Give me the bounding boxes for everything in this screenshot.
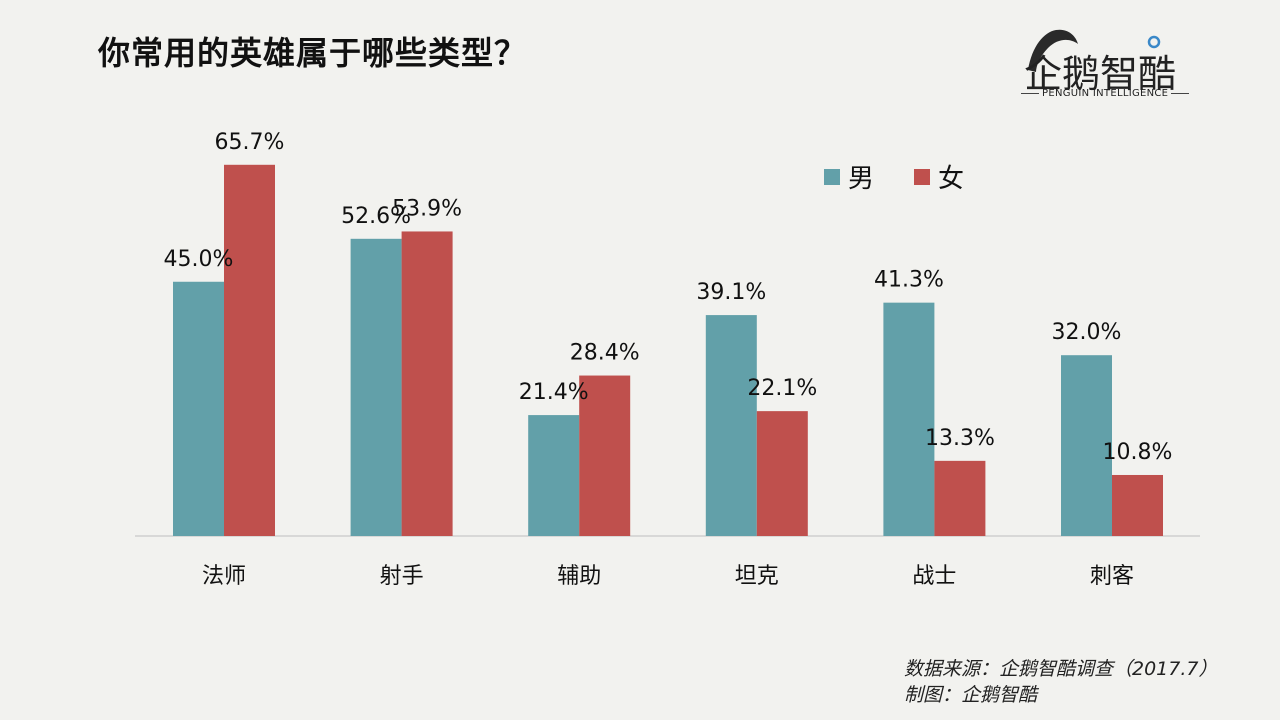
bar-female-3 <box>756 411 808 536</box>
bar-female-2 <box>579 375 631 536</box>
page-title: 你常用的英雄属于哪些类型？ <box>98 34 528 72</box>
bar-male-2 <box>528 415 580 536</box>
category-label-5: 刺客 <box>1090 564 1134 589</box>
category-label-3: 坦克 <box>735 564 779 589</box>
category-label-2: 辅助 <box>557 564 601 589</box>
logo-subtitle: PENGUIN INTELLIGENCE <box>1018 88 1190 99</box>
category-label-4: 战士 <box>912 564 956 589</box>
legend-swatch-female <box>914 168 931 185</box>
legend-label-male: 男 <box>848 164 875 194</box>
bar-female-4 <box>934 460 986 536</box>
legend-swatch-male <box>824 168 840 185</box>
bar-female-0 <box>224 164 275 537</box>
legend-label-female: 女 <box>938 164 965 194</box>
bars-group <box>173 164 1163 537</box>
bar-male-4 <box>883 302 935 536</box>
value-label-female-2: 28.4% <box>570 341 640 366</box>
value-label-male-5: 32.0% <box>1052 320 1122 345</box>
value-label-female-0: 65.7% <box>215 130 285 155</box>
value-label-male-3: 39.1% <box>696 280 766 305</box>
legend-item-female: 女 <box>914 158 964 195</box>
value-label-female-3: 22.1% <box>747 376 817 401</box>
source-line-chart: 制图：企鹅智酷 <box>904 684 1038 706</box>
value-label-female-1: 53.9% <box>392 196 462 221</box>
bar-female-5 <box>1112 474 1163 536</box>
category-label-1: 射手 <box>380 564 424 589</box>
source-line-data: 数据来源：企鹅智酷调查（2017.7） <box>904 658 1218 680</box>
logo: 企鹅智酷 PENGUIN INTELLIGENCE <box>1018 26 1190 104</box>
value-label-male-2: 21.4% <box>519 380 589 405</box>
bar-female-1 <box>401 231 453 536</box>
category-labels-group: 法师 射手 辅助 坦克 战士 刺客 <box>202 564 1134 589</box>
bar-male-5 <box>1061 355 1112 536</box>
legend-item-male: 男 <box>824 158 874 195</box>
value-label-male-4: 41.3% <box>874 268 944 293</box>
value-label-male-0: 45.0% <box>164 247 234 272</box>
bar-male-0 <box>173 281 224 536</box>
value-labels-group: 45.0% 65.7% 52.6%53.9% 21.4% 28.4% 39.1% 22.1%… <box>164 130 1173 465</box>
bar-male-1 <box>350 238 402 536</box>
penguin-logo-icon <box>1028 29 1161 73</box>
value-label-female-5: 10.8% <box>1103 440 1173 465</box>
category-label-0: 法师 <box>202 564 246 589</box>
bar-male-3 <box>705 315 757 536</box>
source-note: 数据来源：企鹅智酷调查（2017.7） 制图：企鹅智酷 <box>904 656 1217 708</box>
chart-legend: 男 女 <box>824 158 1004 195</box>
value-label-male-1: 52.6% <box>341 204 411 229</box>
value-label-female-4: 13.3% <box>925 426 995 451</box>
